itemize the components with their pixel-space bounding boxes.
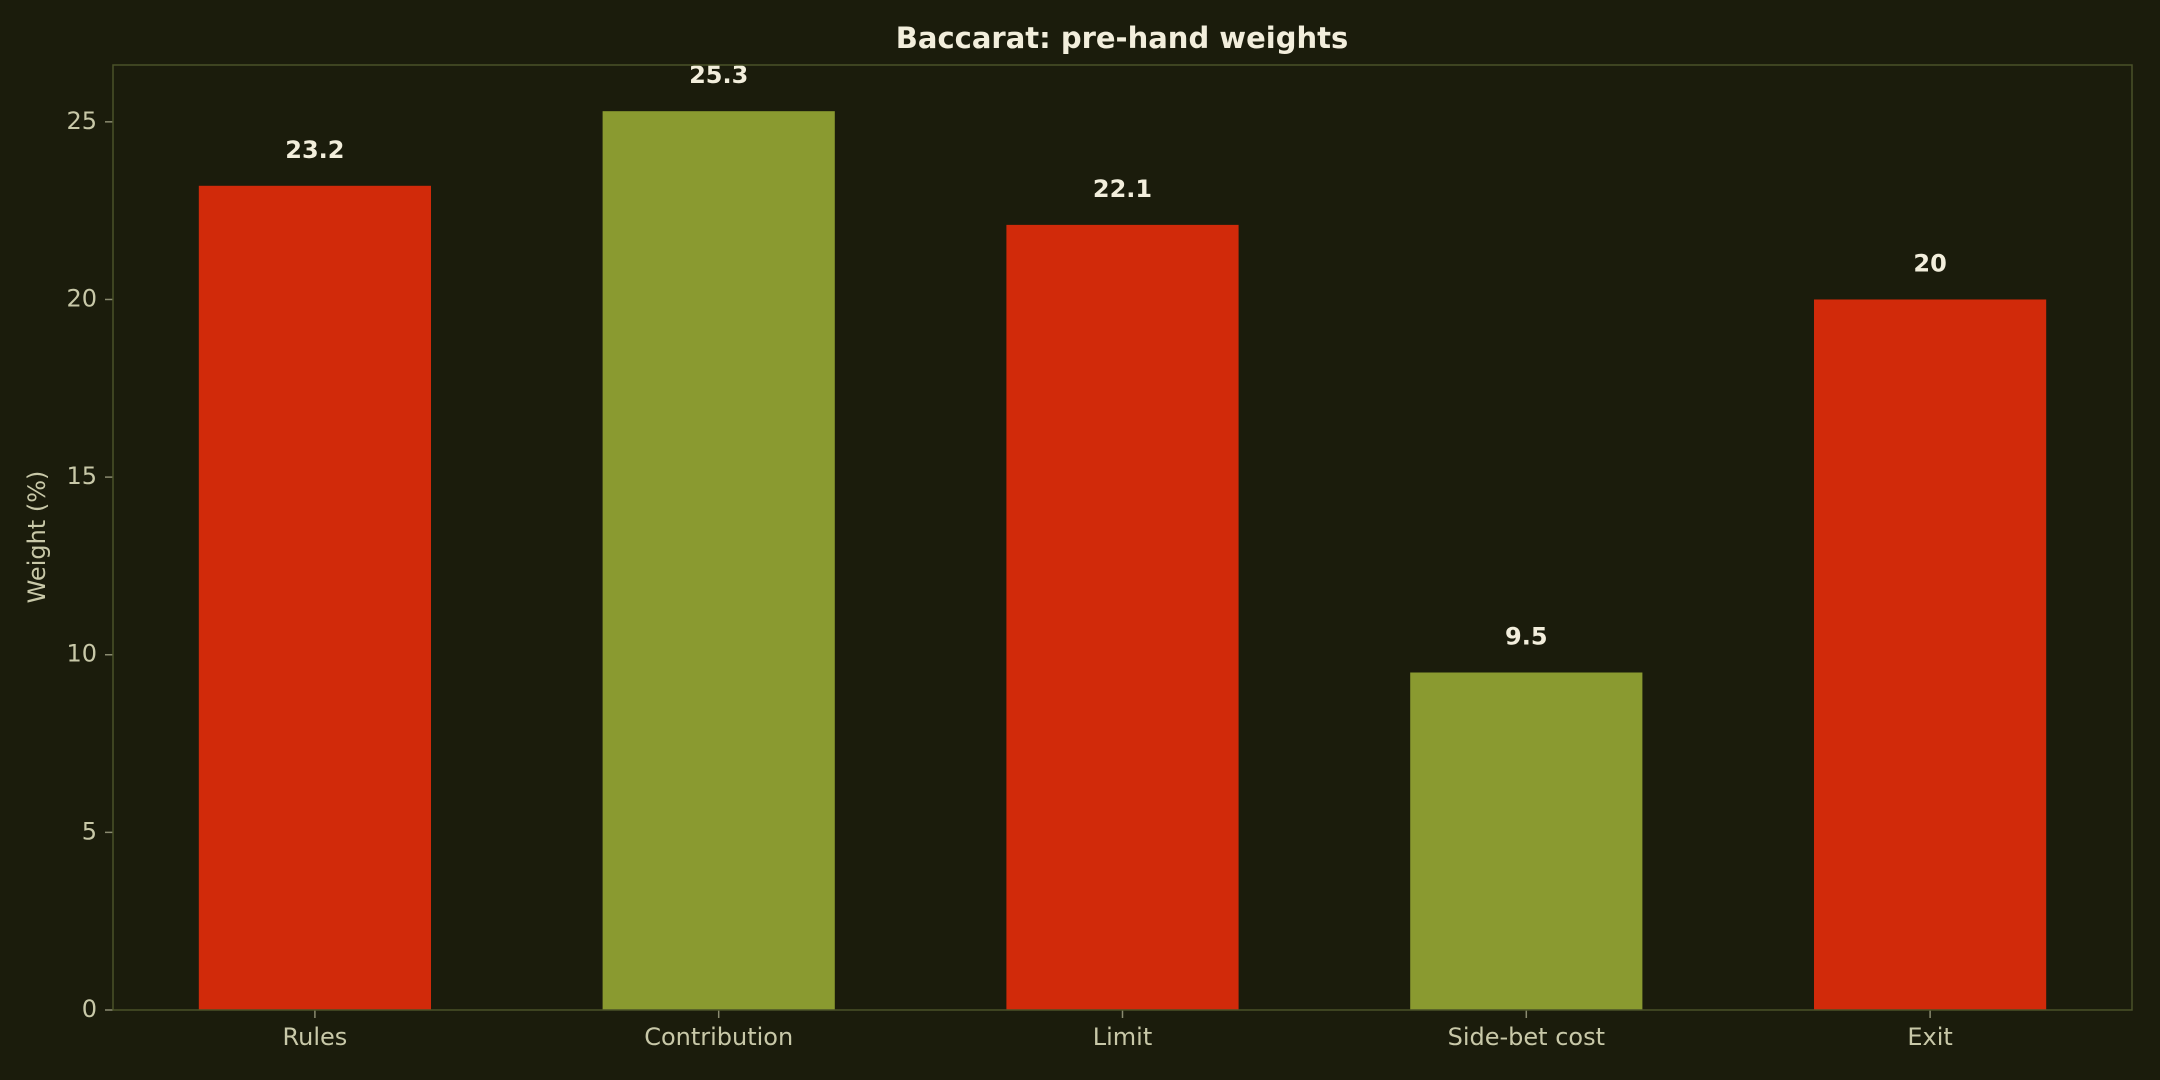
y-tick-label: 25	[66, 107, 97, 135]
y-tick-label: 0	[82, 995, 97, 1023]
y-tick-label: 20	[66, 284, 97, 312]
y-tick-label: 15	[66, 462, 97, 490]
plot-frame	[112, 64, 2133, 1011]
x-tick-label: Side-bet cost	[1448, 1023, 1605, 1051]
y-tick-label: 10	[66, 640, 97, 668]
value-label: 23.2	[285, 136, 344, 164]
y-axis-label: Weight (%)	[23, 471, 51, 604]
x-tick-label: Contribution	[644, 1023, 793, 1051]
bar	[602, 111, 835, 1011]
x-tick-label: Exit	[1907, 1023, 1952, 1051]
bar	[1814, 299, 2047, 1010]
bar	[198, 185, 431, 1010]
y-tick-label: 5	[82, 817, 97, 845]
value-label: 22.1	[1093, 175, 1152, 203]
value-label: 9.5	[1505, 623, 1548, 651]
chart-title: Baccarat: pre-hand weights	[896, 21, 1348, 55]
bar	[1006, 224, 1239, 1011]
x-tick-label: Rules	[283, 1023, 348, 1051]
value-label: 25.3	[689, 61, 748, 89]
x-tick-label: Limit	[1093, 1023, 1153, 1051]
value-label: 20	[1913, 249, 1946, 277]
bar	[1410, 672, 1643, 1010]
